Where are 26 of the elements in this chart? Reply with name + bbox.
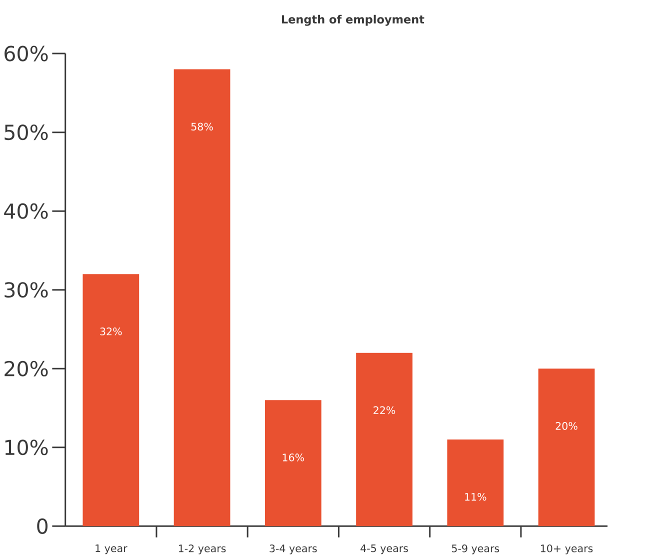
data-label: 32% [100,327,122,336]
y-tick-label: 40% [4,203,48,219]
y-tick-label: 10% [5,439,48,455]
bar [174,69,230,526]
x-tick-label: 1 year [96,544,128,554]
data-label: 11% [465,492,486,501]
bar [264,400,322,526]
x-tick-label: 5-9 years [452,544,500,554]
y-tick-label: 50% [4,124,48,140]
y-tick-label: 30% [4,282,48,298]
x-tick-label: 3-4 years [270,544,317,554]
chart-title: Length of employment [282,14,424,26]
y-tick-label: 60% [4,46,48,62]
bar [538,368,595,526]
bar [82,274,140,526]
bar [356,352,412,526]
data-label: 22% [374,406,396,414]
data-label: 20% [556,422,578,430]
x-tick-label: 1-2 years [178,544,226,554]
y-tick-label: 0 [37,518,48,534]
bar [447,439,504,526]
x-tick-label: 10+ years [540,544,593,554]
x-tick-label: 4-5 years [360,544,408,554]
y-tick-label: 20% [4,360,48,376]
data-label: 16% [282,453,304,462]
data-label: 58% [191,122,213,130]
